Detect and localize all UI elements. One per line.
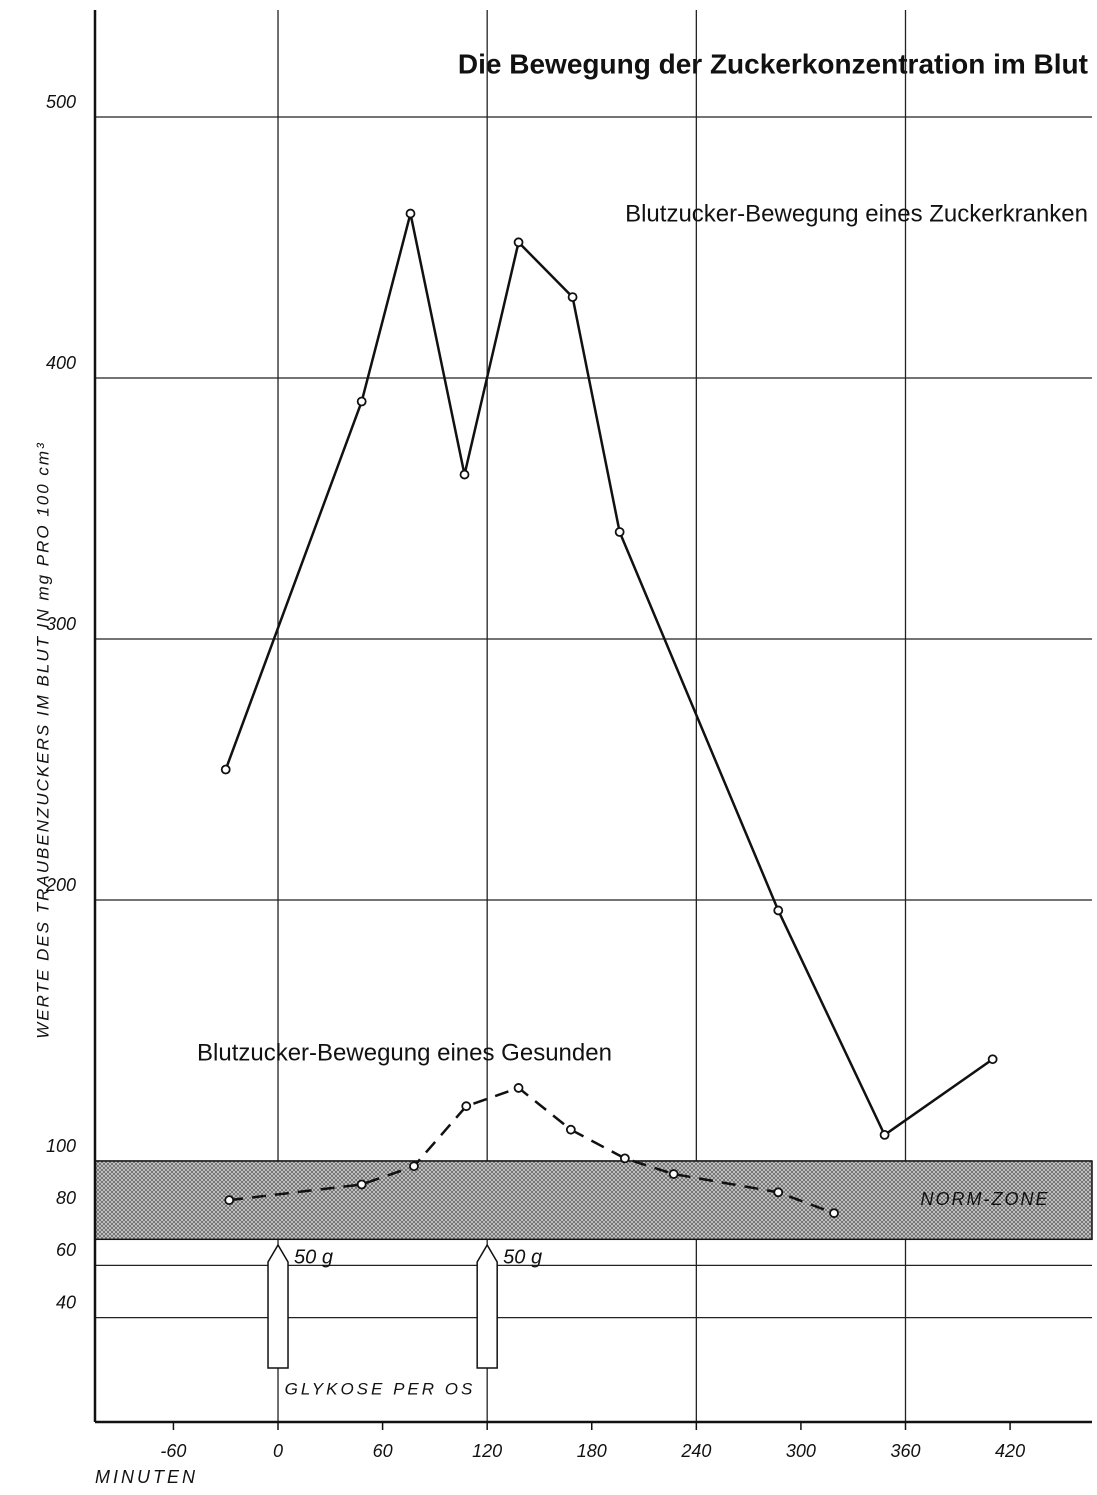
data-point	[565, 1124, 576, 1135]
data-point	[879, 1130, 890, 1140]
data-point	[405, 208, 416, 219]
y-tick-label: 400	[46, 353, 76, 373]
series-name: Blutzucker-Bewegung eines Gesunden	[197, 1039, 612, 1066]
dose-label: 50 g	[503, 1246, 542, 1268]
data-point	[459, 469, 470, 480]
data-point	[614, 527, 625, 537]
y-tick-label: 200	[45, 875, 76, 895]
data-point	[619, 1153, 630, 1164]
dose-arrow	[267, 1243, 289, 1369]
x-tick-label: 0	[273, 1441, 283, 1461]
y-axis-label: WERTE DES TRAUBENZUCKERS IM BLUT IN mg P…	[33, 441, 52, 1038]
x-tick-label: 300	[786, 1441, 816, 1461]
data-point	[829, 1208, 839, 1219]
series-line	[229, 1086, 835, 1215]
data-point	[987, 1054, 998, 1065]
series-line	[224, 213, 994, 1137]
norm-zone	[94, 1160, 1093, 1241]
x-tick-label: 420	[995, 1441, 1025, 1461]
y-tick-label: 100	[46, 1136, 76, 1156]
data-point	[220, 764, 231, 775]
y-tick-label: 80	[56, 1188, 76, 1208]
chart-title: Die Bewegung der Zuckerkonzentration im …	[458, 48, 1088, 79]
data-point	[668, 1169, 679, 1179]
data-point	[356, 1179, 367, 1190]
x-tick-label: 60	[373, 1441, 393, 1461]
x-tick-label: 360	[890, 1441, 920, 1461]
x-tick-label: -60	[160, 1441, 186, 1461]
dose-caption: GLYKOSE PER OS	[285, 1379, 476, 1398]
y-tick-label: 40	[56, 1292, 76, 1312]
dose-arrow	[476, 1243, 498, 1369]
data-point	[773, 1187, 784, 1198]
data-point	[513, 237, 524, 248]
dose-label: 50 g	[294, 1246, 333, 1268]
data-point	[224, 1195, 235, 1206]
series-name: Blutzucker-Bewegung eines Zuckerkranken	[625, 200, 1088, 227]
y-tick-label: 500	[46, 92, 76, 112]
data-point	[513, 1083, 524, 1093]
x-tick-label: 240	[680, 1441, 711, 1461]
x-axis-label: MINUTEN	[95, 1467, 198, 1487]
y-tick-label: 60	[56, 1240, 76, 1260]
data-point	[773, 905, 784, 916]
x-tick-label: 180	[577, 1441, 607, 1461]
norm-zone-label: NORM-ZONE	[921, 1189, 1050, 1209]
data-point	[409, 1161, 419, 1172]
data-point	[567, 292, 578, 302]
data-point	[461, 1101, 472, 1112]
data-point	[356, 396, 367, 407]
x-tick-label: 120	[472, 1441, 502, 1461]
y-tick-label: 300	[46, 614, 76, 634]
